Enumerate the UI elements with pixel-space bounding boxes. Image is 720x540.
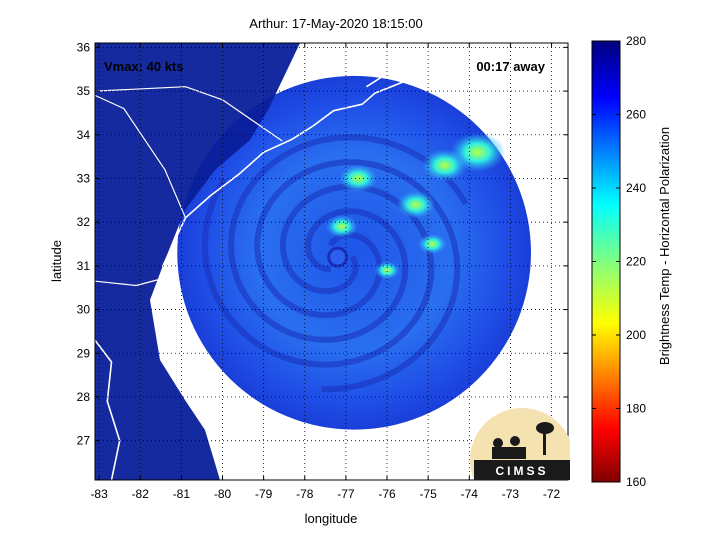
x-tick-label: -81 xyxy=(173,487,191,501)
x-tick-label: -74 xyxy=(461,487,479,501)
rain-band xyxy=(228,134,469,343)
coastline xyxy=(95,43,409,480)
x-tick-label: -80 xyxy=(214,487,232,501)
y-tick-label: 33 xyxy=(77,171,91,185)
x-axis-label: longitude xyxy=(305,511,358,526)
chart-title: Arthur: 17-May-2020 18:15:00 xyxy=(249,16,422,31)
land-region xyxy=(95,43,300,480)
x-tick-label: -76 xyxy=(378,487,396,501)
y-tick-label: 32 xyxy=(77,215,91,229)
colorbar-label: Brightness Temp - Horizontal Polarizatio… xyxy=(657,127,672,365)
y-tick-label: 36 xyxy=(77,40,91,54)
cold-cell xyxy=(374,261,400,280)
y-tick-label: 34 xyxy=(77,128,91,142)
x-tick-label: -72 xyxy=(543,487,561,501)
x-tick-label: -77 xyxy=(337,487,355,501)
y-axis-ticks: 27 28 29 30 31 32 33 34 35 36 xyxy=(77,40,568,448)
state-border xyxy=(95,94,187,219)
cold-cell xyxy=(417,233,447,255)
colorbar-tick-label: 280 xyxy=(626,34,646,48)
x-tick-label: -82 xyxy=(132,487,150,501)
plot-area xyxy=(95,43,568,480)
cimss-logo: CIMSS xyxy=(470,408,570,480)
y-tick-label: 29 xyxy=(77,346,91,360)
vmax-annotation: Vmax: 40 kts xyxy=(104,59,184,74)
y-tick-label: 27 xyxy=(77,434,91,448)
x-tick-label: -83 xyxy=(90,487,108,501)
florida-gulf-coast xyxy=(95,339,121,480)
storm-eye xyxy=(327,246,349,268)
cold-cell xyxy=(325,215,358,238)
colorbar-tick-label: 160 xyxy=(626,475,646,489)
cold-cell xyxy=(396,190,436,219)
bahamas-island xyxy=(306,440,337,450)
bahamas-island xyxy=(273,453,304,463)
cold-cells xyxy=(325,132,506,280)
colorbar-tick-label: 240 xyxy=(626,181,646,195)
colorbar-tick-label: 260 xyxy=(626,108,646,122)
x-tick-label: -79 xyxy=(255,487,273,501)
grid-lines xyxy=(95,43,568,480)
cold-cell xyxy=(421,149,468,182)
colorbar-tick-label: 180 xyxy=(626,402,646,416)
bahamas-island xyxy=(322,457,353,468)
colorbar-ticks: 160 180 200 220 240 260 280 xyxy=(592,34,646,489)
colorbar xyxy=(591,40,621,483)
time-away-annotation: 00:17 away xyxy=(476,59,545,74)
x-tick-label: -75 xyxy=(419,487,437,501)
colorbar-tick-label: 220 xyxy=(626,255,646,269)
y-tick-label: 35 xyxy=(77,84,91,98)
x-axis-ticks: -83 -82 -81 -80 -79 -78 -77 -76 -75 -74 -73 -72 xyxy=(90,43,561,501)
us-coastline xyxy=(162,43,409,480)
y-axis-label: latitude xyxy=(49,240,64,282)
rain-band xyxy=(254,159,461,393)
pamlico-sound-outline xyxy=(345,50,388,88)
state-border xyxy=(95,86,283,142)
y-tick-label: 28 xyxy=(77,390,91,404)
colorbar-tick-label: 200 xyxy=(626,328,646,342)
axes-frame xyxy=(94,42,569,481)
y-tick-label: 30 xyxy=(77,303,91,317)
x-tick-label: -73 xyxy=(502,487,520,501)
cold-cell xyxy=(338,164,378,193)
y-tick-label: 31 xyxy=(77,259,91,273)
state-border xyxy=(95,278,161,287)
logo-text: CIMSS xyxy=(495,464,548,478)
x-tick-label: -78 xyxy=(296,487,314,501)
